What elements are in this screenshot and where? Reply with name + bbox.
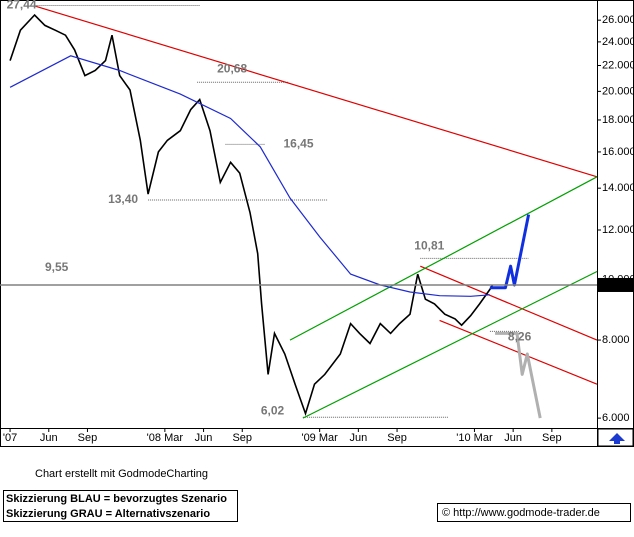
y-tick-label: 26.000	[602, 14, 634, 26]
legend-blue: Skizzierung BLAU = bevorzugtes Szenario	[6, 493, 227, 505]
x-tick-label: Sep	[542, 432, 562, 444]
x-tick-label: Jun	[195, 432, 213, 444]
level-label: 10,81	[414, 239, 444, 253]
y-tick-label: 20.000	[602, 85, 634, 97]
x-tick-label: Jun	[504, 432, 522, 444]
last-price-label: 9.800	[601, 279, 629, 291]
x-tick-label: '07	[3, 432, 17, 444]
trend-line	[302, 270, 598, 419]
nav-icon-arrow	[609, 433, 625, 444]
scenario-line	[489, 214, 531, 290]
trend-line	[289, 176, 598, 341]
plot-area	[9, 5, 598, 419]
moving-average	[9, 55, 490, 297]
y-tick-label: 6.000	[602, 412, 630, 424]
y-tick-label: 12.000	[602, 224, 634, 236]
x-tick-label: Sep	[78, 432, 98, 444]
y-tick-label: 18.000	[602, 114, 634, 126]
y-tick-label: 22.000	[602, 59, 634, 71]
source-box	[437, 503, 631, 522]
legend-gray: Skizzierung GRAU = Alternativszenario	[6, 508, 210, 520]
y-tick-label: 8.000	[602, 334, 630, 346]
x-tick-label: Sep	[387, 432, 407, 444]
x-tick-label: '09 Mar	[301, 432, 338, 444]
trend-line	[34, 5, 598, 178]
price-line	[9, 13, 494, 417]
trend-line	[420, 265, 598, 341]
level-label: 16,45	[283, 137, 313, 151]
x-tick-label: '10 Mar	[456, 432, 493, 444]
level-label: 9,55	[45, 260, 69, 274]
level-label: 6,02	[261, 403, 285, 417]
x-tick-label: '08 Mar	[147, 432, 184, 444]
level-label: 8,26	[508, 330, 532, 344]
y-tick-label: 14.000	[602, 182, 634, 194]
credit: Chart erstellt mit GodmodeCharting	[35, 468, 208, 480]
source[interactable]: © http://www.godmode-trader.de	[442, 507, 600, 519]
x-tick-label: Jun	[40, 432, 58, 444]
y-tick-label: 24.000	[602, 36, 634, 48]
y-tick-label: 16.000	[602, 146, 634, 158]
legend-box	[3, 490, 238, 522]
x-tick-label: Jun	[349, 432, 367, 444]
level-label: 20,68	[217, 61, 247, 75]
last-price-box	[598, 277, 633, 292]
level-label: 27,44	[7, 0, 37, 12]
level-label: 13,40	[108, 192, 138, 206]
scenario-line	[495, 331, 542, 419]
x-tick-label: Sep	[232, 432, 252, 444]
